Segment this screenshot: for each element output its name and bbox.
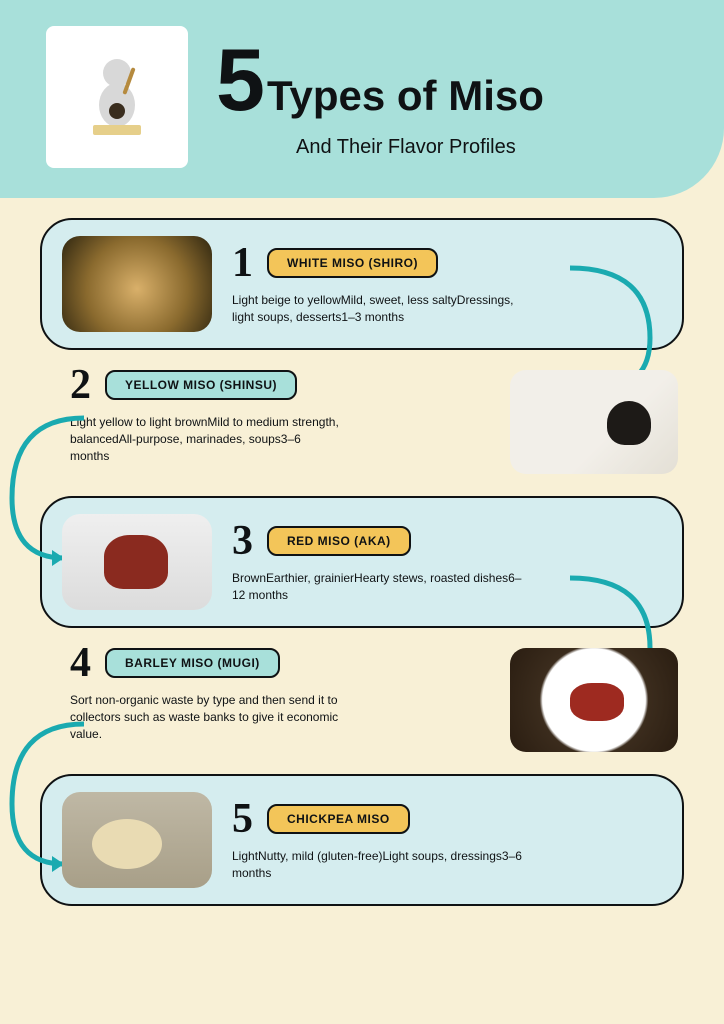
desc-3: BrownEarthier, grainierHearty stews, roa… bbox=[232, 570, 532, 604]
miso-image-3 bbox=[62, 514, 212, 610]
item-number-2: 2 bbox=[70, 364, 91, 406]
badge-barley-miso: BARLEY MISO (MUGI) bbox=[105, 648, 280, 678]
miso-card-1: 1 WHITE MISO (SHIRO) Light beige to yell… bbox=[40, 218, 684, 350]
desc-5: LightNutty, mild (gluten-free)Light soup… bbox=[232, 848, 532, 882]
item-number-1: 1 bbox=[232, 242, 253, 284]
page-title: Types of Miso bbox=[267, 74, 544, 118]
header-number: 5 bbox=[216, 36, 265, 124]
badge-chickpea-miso: CHICKPEA MISO bbox=[267, 804, 410, 834]
desc-4: Sort non-organic waste by type and then … bbox=[70, 692, 350, 742]
desc-2: Light yellow to light brownMild to mediu… bbox=[70, 414, 340, 464]
header-illustration bbox=[46, 26, 188, 168]
figure-icon bbox=[67, 47, 167, 147]
badge-yellow-miso: YELLOW MISO (SHINSU) bbox=[105, 370, 297, 400]
desc-1: Light beige to yellowMild, sweet, less s… bbox=[232, 292, 532, 326]
content: 1 WHITE MISO (SHIRO) Light beige to yell… bbox=[0, 198, 724, 906]
miso-block-4: 4 BARLEY MISO (MUGI) Sort non-organic wa… bbox=[40, 642, 684, 766]
header: 5 Types of Miso And Their Flavor Profile… bbox=[0, 0, 724, 198]
badge-red-miso: RED MISO (AKA) bbox=[267, 526, 411, 556]
miso-card-3: 3 RED MISO (AKA) BrownEarthier, grainier… bbox=[40, 496, 684, 628]
miso-image-5 bbox=[62, 792, 212, 888]
miso-block-2: 2 YELLOW MISO (SHINSU) Light yellow to l… bbox=[40, 364, 684, 488]
miso-image-2 bbox=[510, 370, 678, 474]
item-number-4: 4 bbox=[70, 642, 91, 684]
miso-image-1 bbox=[62, 236, 212, 332]
header-text: 5 Types of Miso And Their Flavor Profile… bbox=[216, 36, 694, 159]
item-number-5: 5 bbox=[232, 798, 253, 840]
miso-image-4 bbox=[510, 648, 678, 752]
miso-card-5: 5 CHICKPEA MISO LightNutty, mild (gluten… bbox=[40, 774, 684, 906]
item-number-3: 3 bbox=[232, 520, 253, 562]
badge-white-miso: WHITE MISO (SHIRO) bbox=[267, 248, 438, 278]
page-subtitle: And Their Flavor Profiles bbox=[296, 136, 694, 159]
